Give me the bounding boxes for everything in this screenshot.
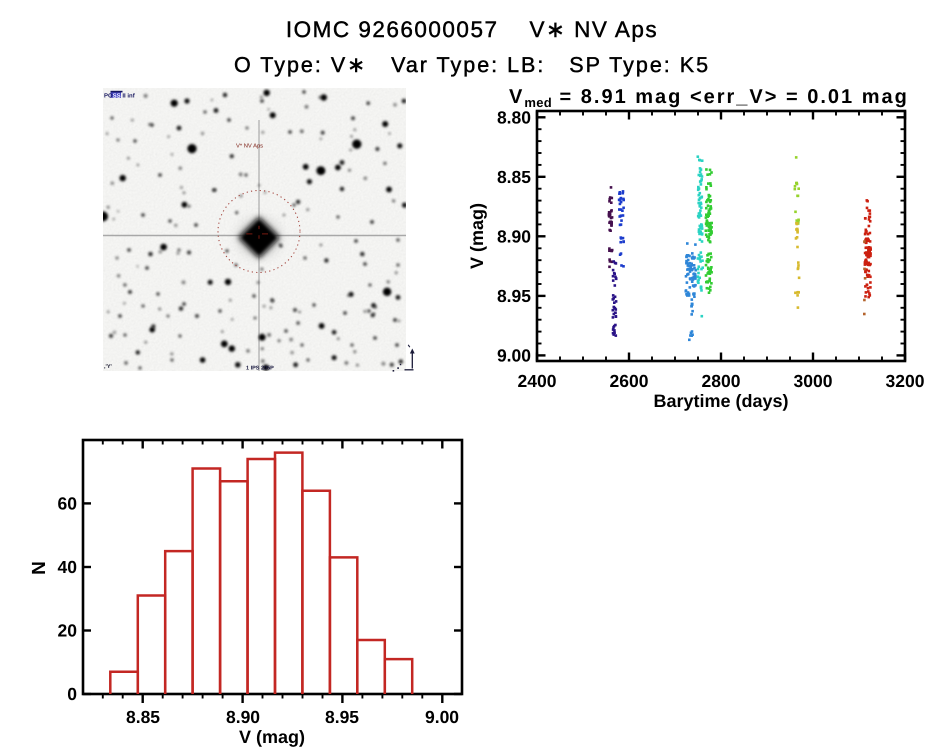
svg-text:2600: 2600 — [610, 371, 649, 391]
svg-text:20: 20 — [58, 621, 78, 641]
svg-text:1 IPS 205P: 1 IPS 205P — [246, 366, 274, 372]
svg-text:O Type: V∗ Var Type: LB: S: O Type: V∗ Var Type: LB: SP Type: K5 — [234, 53, 710, 77]
svg-text:60: 60 — [58, 493, 78, 513]
svg-text:9.00: 9.00 — [497, 345, 531, 365]
svg-text:3000: 3000 — [794, 371, 833, 391]
svg-text:N: N — [29, 561, 50, 575]
svg-text:8.90: 8.90 — [226, 707, 260, 727]
svg-text:0: 0 — [67, 684, 77, 704]
svg-text:9.00: 9.00 — [425, 707, 459, 727]
svg-text:POSS II inf: POSS II inf — [104, 93, 136, 100]
svg-text:V (mag): V (mag) — [239, 727, 305, 747]
svg-text:V* NV Aps: V* NV Aps — [236, 144, 263, 150]
svg-text:8.80: 8.80 — [497, 107, 531, 127]
svg-text:IOMC 9266000057 V∗ NV Aps: IOMC 9266000057 V∗ NV Aps — [286, 17, 658, 42]
svg-text:40: 40 — [58, 557, 78, 577]
svg-text:V (mag): V (mag) — [467, 203, 487, 269]
svg-text:2800: 2800 — [702, 371, 741, 391]
svg-text:8.85: 8.85 — [497, 167, 531, 187]
svg-text:8.95: 8.95 — [497, 286, 531, 306]
svg-text:,'Y': ,'Y' — [104, 364, 113, 370]
svg-text:2400: 2400 — [518, 371, 557, 391]
svg-text:Barytime (days): Barytime (days) — [653, 391, 788, 411]
svg-text:8.95: 8.95 — [325, 707, 359, 727]
svg-text:8.90: 8.90 — [497, 226, 531, 246]
svg-text:3200: 3200 — [886, 371, 925, 391]
svg-text:Vmed = 8.91 mag <err_V> = 0.01: Vmed = 8.91 mag <err_V> = 0.01 mag — [509, 86, 909, 110]
svg-text:8.85: 8.85 — [126, 707, 160, 727]
